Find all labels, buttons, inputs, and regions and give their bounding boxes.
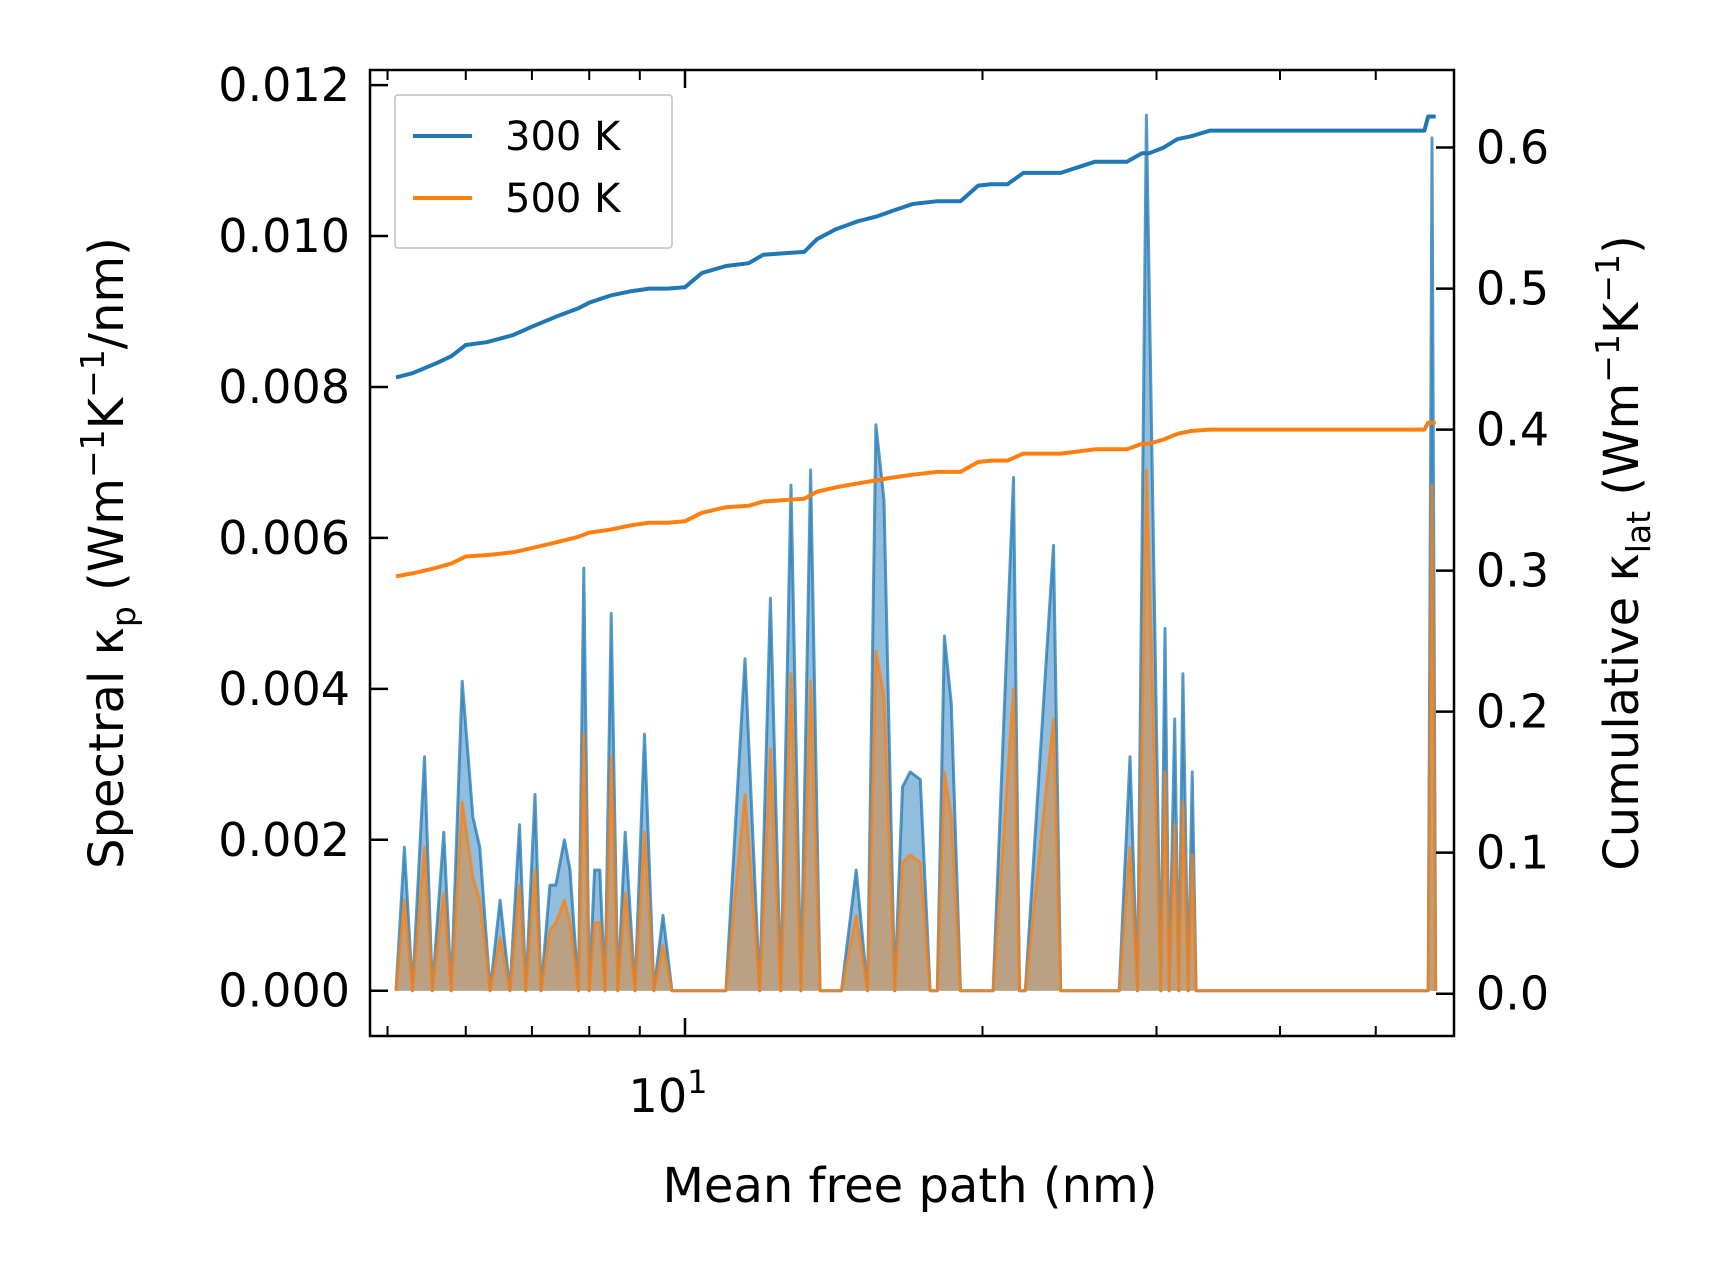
y-right-tick-label: 0.6	[1476, 121, 1549, 175]
spectral-line-500K	[394, 468, 1438, 993]
y-right-tick-label: 0.5	[1476, 262, 1549, 316]
spectral-layer	[394, 113, 1438, 993]
x-axis-label: Mean free path (nm)	[663, 1158, 1158, 1214]
y-right-tick-label: 0.4	[1476, 403, 1549, 457]
legend-box	[394, 94, 673, 249]
cumulative-line-500K	[395, 420, 1436, 579]
plot-frame	[368, 68, 1456, 1038]
x-tick-label: 101	[629, 1063, 708, 1123]
y-left-tick-label: 0.000	[218, 964, 350, 1018]
y-left-tick-label: 0.010	[218, 209, 350, 263]
axis-ticks: 0.000 0.002 0.004 0.006 0.008 0.010 0.012 0.0 0.…	[218, 58, 1549, 1036]
y-left-tick-label: 0.006	[218, 511, 350, 565]
y-left-tick-label: 0.012	[218, 58, 350, 112]
cumulative-layer	[395, 114, 1436, 579]
legend-label-300K: 300 K	[505, 114, 622, 160]
legend-label-500K: 500 K	[505, 176, 622, 222]
legend: 300 K 500 K	[394, 94, 673, 249]
y-axis-left-label: Spectral κp (Wm−1K−1/nm)	[73, 237, 143, 869]
y-right-tick-label: 0.2	[1476, 685, 1549, 739]
y-left-tick-label: 0.008	[218, 360, 350, 414]
y-right-tick-label: 0.0	[1476, 967, 1549, 1021]
y-left-tick-label: 0.002	[218, 813, 350, 867]
y-right-tick-label: 0.3	[1476, 544, 1549, 598]
y-right-tick-label: 0.1	[1476, 826, 1549, 880]
y-left-tick-label: 0.004	[218, 662, 350, 716]
cumulative-line-300K	[395, 114, 1436, 380]
y-axis-right-label: Cumulative κlat (Wm−1K−1)	[1588, 235, 1658, 871]
